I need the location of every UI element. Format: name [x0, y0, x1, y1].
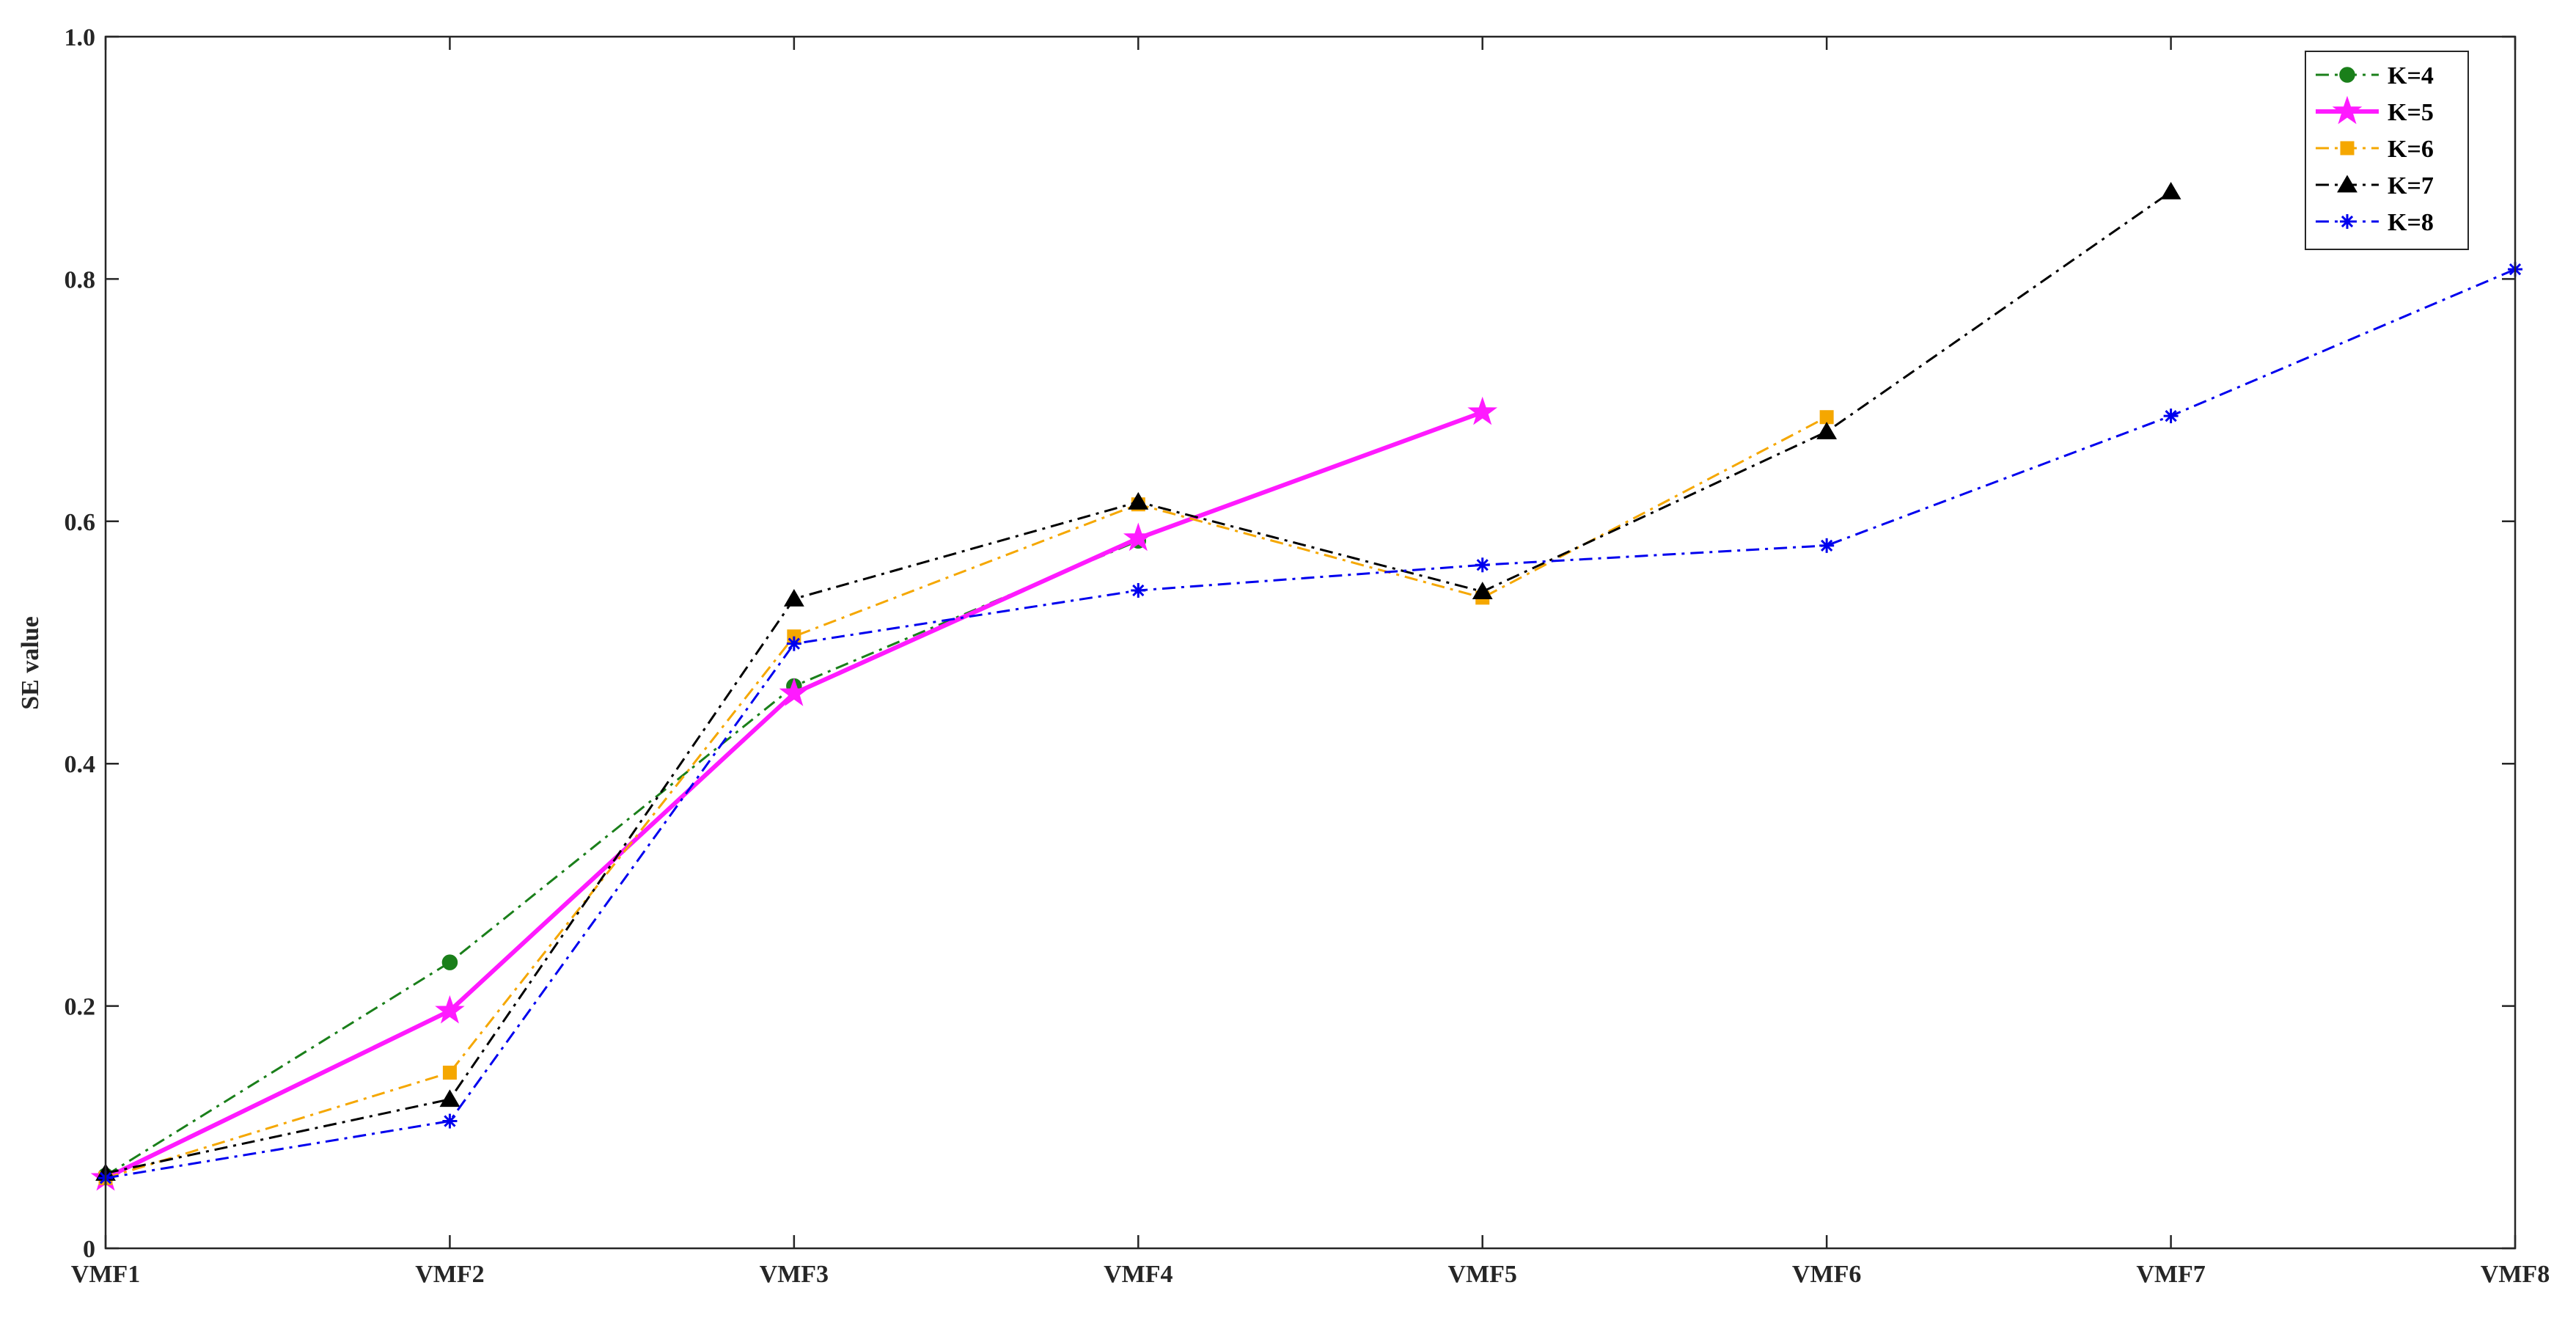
series-k-8 [98, 262, 2522, 1186]
asterisk-stroke [1132, 584, 1145, 597]
y-tick-label: 0 [83, 1236, 95, 1263]
plot-background [106, 37, 2515, 1248]
series-line [105, 416, 1827, 1179]
legend-item: K=6 [2316, 136, 2434, 163]
legend-label: K=8 [2388, 209, 2434, 236]
data-point [442, 1065, 457, 1080]
asterisk-stroke [444, 1115, 456, 1127]
data-point [442, 1113, 458, 1129]
data-point [2339, 67, 2355, 83]
plot-area [106, 37, 2515, 1248]
asterisk-stroke [2341, 215, 2354, 228]
asterisk-stroke [788, 637, 800, 650]
y-tick-label: 0.6 [65, 509, 96, 536]
data-point [1816, 422, 1838, 439]
legend-item: K=4 [2316, 62, 2434, 89]
x-tick-label: VMF8 [2481, 1261, 2550, 1288]
legend-label: K=4 [2388, 62, 2434, 89]
data-point [1131, 582, 1146, 598]
data-point [435, 995, 465, 1024]
data-point [1819, 538, 1835, 553]
legend-label: K=6 [2388, 136, 2434, 163]
data-point [1123, 522, 1153, 552]
plot-frame [104, 35, 2517, 1250]
asterisk-stroke [1476, 559, 1489, 571]
data-point [783, 589, 804, 607]
y-tick-label: 0.4 [65, 751, 96, 778]
series-k-5 [90, 396, 1498, 1191]
data-point [1467, 396, 1498, 425]
data-point [779, 678, 810, 706]
legend-item: K=5 [2316, 95, 2434, 126]
legend-item: K=7 [2316, 172, 2434, 199]
x-tick-label: VMF4 [1104, 1261, 1173, 1288]
data-point [441, 954, 458, 970]
data-point [786, 636, 801, 651]
data-point [439, 1089, 460, 1108]
legend-label: K=5 [2388, 99, 2434, 126]
data-point [2160, 181, 2181, 199]
x-tick-label: VMF2 [415, 1261, 484, 1288]
asterisk-stroke [1821, 539, 1833, 552]
y-tick-label: 0.2 [65, 994, 96, 1021]
x-tick-label: VMF1 [71, 1261, 140, 1288]
data-point [2340, 214, 2355, 229]
x-tick-label: VMF6 [1792, 1261, 1861, 1288]
series-line [105, 539, 1139, 1177]
x-tick-label: VMF3 [760, 1261, 829, 1288]
data-point [1819, 410, 1834, 425]
axes: VMF1 VMF2 VMF3 VMF4 VMF5 VMF6 VMF7 VMF8 0 0.2 0.4 0… [65, 24, 2550, 1288]
legend-box [2305, 51, 2469, 250]
legend: K=4 K=5 K=6 K=7 K=8 [2305, 51, 2469, 250]
data-point [2163, 409, 2179, 424]
series-line [105, 268, 2516, 1179]
y-tick-label: 1.0 [65, 24, 96, 51]
legend-item: K=8 [2316, 209, 2434, 236]
y-tick-label: 0.8 [65, 266, 96, 293]
y-axis-label: SE value [17, 616, 44, 710]
legend-label: K=7 [2388, 172, 2434, 199]
data-point [2340, 141, 2355, 155]
asterisk-stroke [2165, 409, 2177, 422]
data-point [1475, 557, 1490, 573]
data-point [1128, 491, 1149, 510]
x-tick-label: VMF7 [2136, 1261, 2205, 1288]
data-point [1472, 582, 1493, 599]
x-tick-label: VMF5 [1448, 1261, 1517, 1288]
data-point [2337, 175, 2357, 193]
series-group [90, 181, 2522, 1191]
data-point [2332, 95, 2363, 125]
